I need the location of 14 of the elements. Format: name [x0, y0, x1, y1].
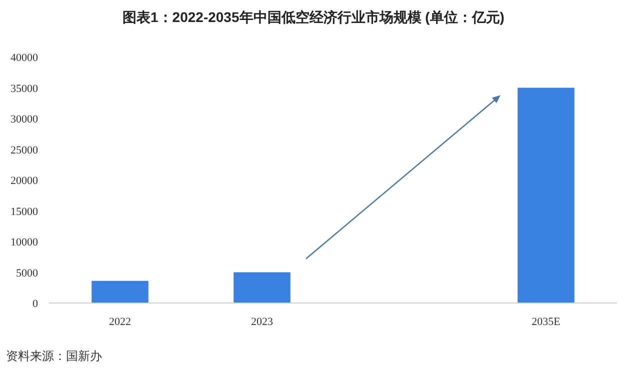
- y-tick-label: 35000: [10, 82, 38, 95]
- y-tick-label: 25000: [10, 144, 38, 156]
- y-tick-label: 5000: [16, 267, 38, 280]
- y-tick-label: 40000: [10, 52, 38, 64]
- x-tick-label: 2022: [109, 316, 131, 328]
- y-tick-label: 20000: [10, 175, 38, 187]
- text: 资料来源：国新办: [6, 349, 102, 363]
- x-tick-label: 2023: [251, 316, 274, 328]
- y-tick-label: 15000: [10, 206, 38, 218]
- chart-title: 图表1：2022-2035年中国低空经济行业市场规模 (单位：亿元): [122, 9, 504, 25]
- y-tick-label: 30000: [10, 114, 38, 126]
- y-tick-label: 10000: [10, 236, 38, 248]
- x-tick-label: 2035E: [532, 316, 561, 328]
- y-tick-label: 0: [32, 298, 38, 310]
